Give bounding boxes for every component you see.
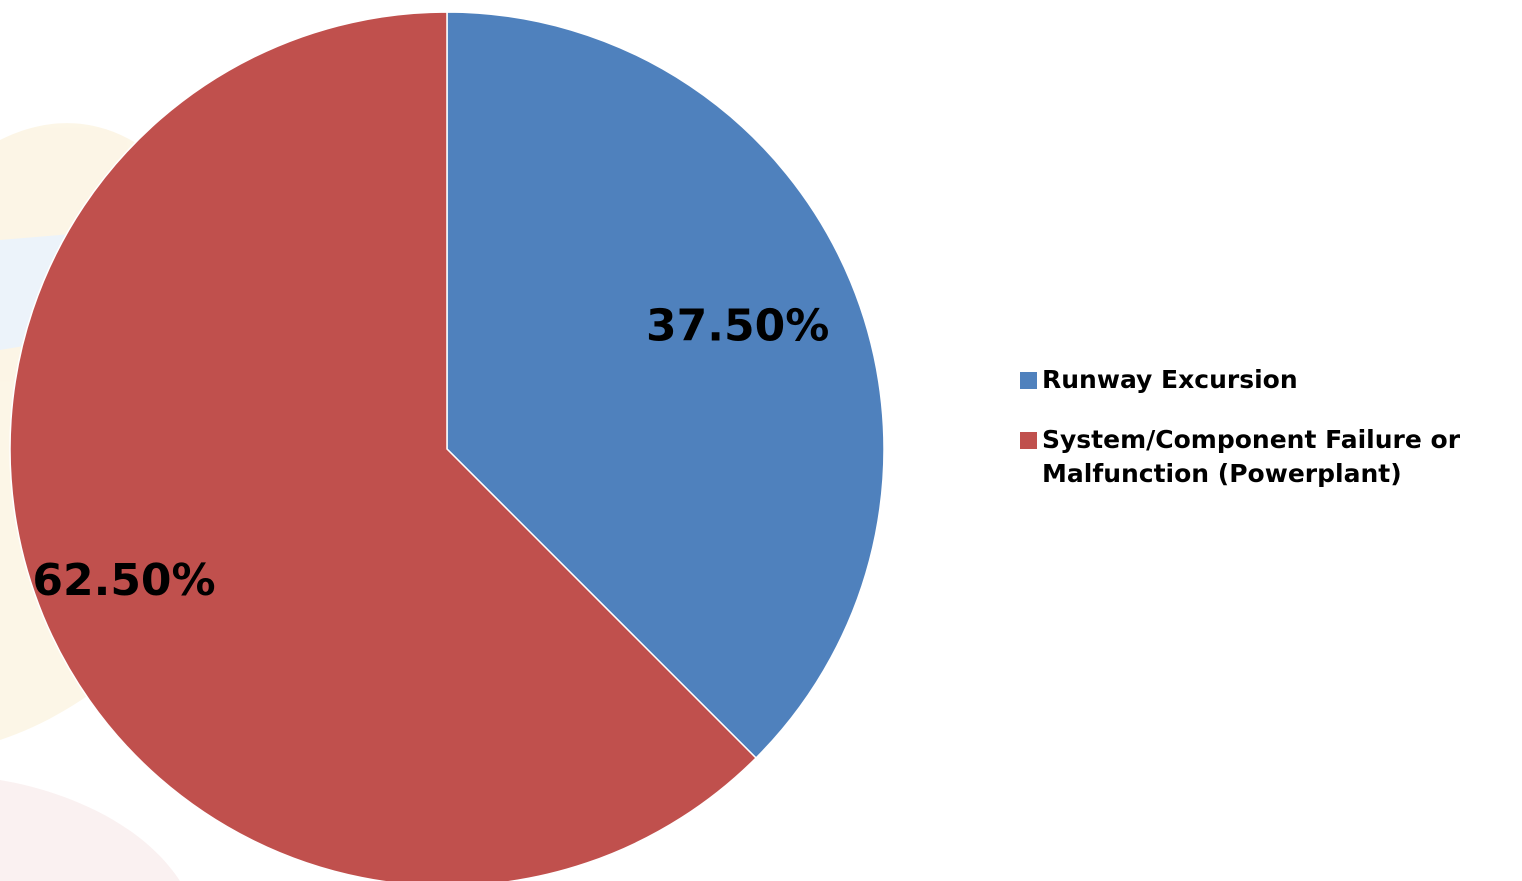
pie-data-label-1: 37.50% [646, 301, 829, 352]
legend-swatch-1 [1020, 372, 1037, 389]
pie-slices [9, 11, 885, 881]
legend-label-2: System/Component Failure or Malfunction … [1042, 425, 1461, 488]
pie-data-labels: 37.50% 62.50% [32, 301, 829, 606]
legend-label-1: Runway Excursion [1042, 365, 1298, 394]
legend-swatch-2 [1020, 432, 1037, 449]
pie-slice-2 [9, 11, 758, 881]
legend-item-2: System/Component Failure or Malfunction … [1020, 423, 1515, 491]
chart-legend: Runway Excursion System/Component Failure… [1020, 363, 1515, 517]
pie-slice-1 [446, 11, 885, 760]
legend-item-1: Runway Excursion [1020, 363, 1515, 397]
pie-data-label-2: 62.50% [32, 555, 215, 606]
